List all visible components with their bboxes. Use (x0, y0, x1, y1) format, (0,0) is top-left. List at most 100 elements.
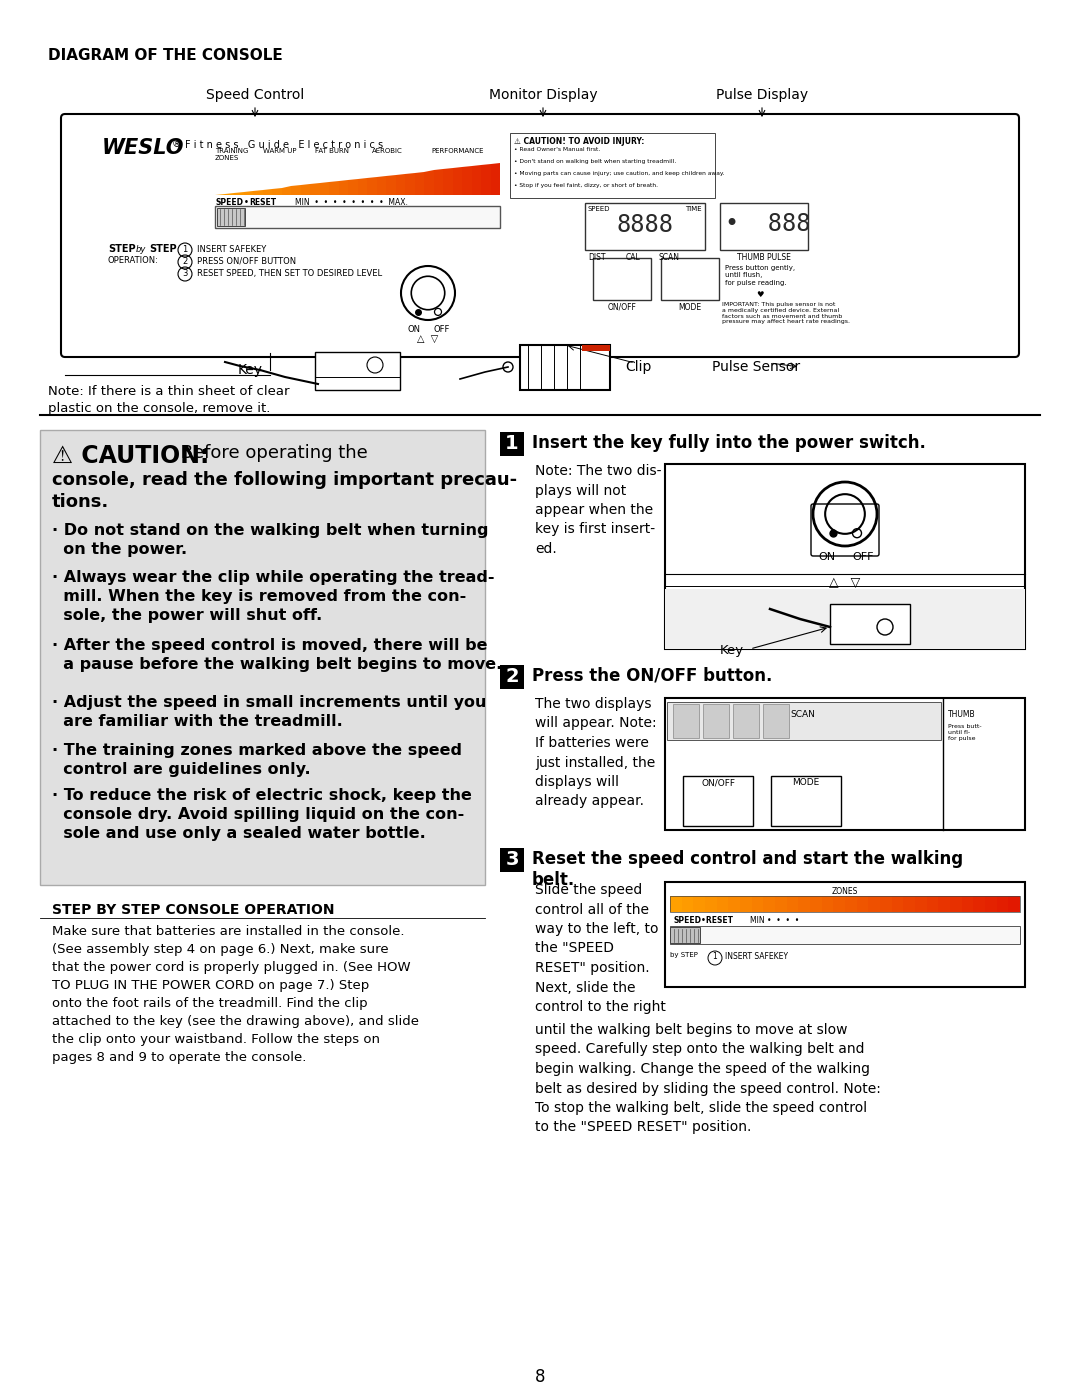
Polygon shape (320, 182, 329, 196)
Text: console, read the following important precau-: console, read the following important pr… (52, 471, 517, 489)
Bar (500, 665, 524, 689)
Text: •  888: • 888 (725, 212, 810, 236)
Polygon shape (348, 179, 357, 196)
Text: MIN •  •  •  •: MIN • • • • (750, 916, 799, 925)
Text: • Moving parts can cause injury; use caution, and keep children away.: • Moving parts can cause injury; use cau… (514, 170, 725, 176)
Polygon shape (329, 182, 338, 196)
Text: CAL: CAL (737, 710, 754, 719)
Text: MODE: MODE (678, 303, 702, 312)
Polygon shape (310, 183, 320, 196)
Bar (834, 895, 845, 912)
Bar (950, 895, 961, 912)
FancyBboxPatch shape (60, 115, 1020, 358)
Bar (215, 205, 500, 228)
Bar (997, 895, 1009, 912)
Bar (670, 895, 1020, 912)
Text: PRESS ON/OFF BUTTON: PRESS ON/OFF BUTTON (197, 257, 296, 265)
Bar (764, 895, 775, 912)
Text: ON: ON (819, 552, 836, 562)
Text: WESLO: WESLO (102, 138, 185, 158)
Text: STEP BY STEP CONSOLE OPERATION: STEP BY STEP CONSOLE OPERATION (52, 902, 335, 916)
Text: Reset the speed control and start the walking
belt.: Reset the speed control and start the wa… (532, 849, 963, 888)
Polygon shape (481, 163, 490, 196)
Polygon shape (377, 176, 386, 196)
Text: ⚠ CAUTION! TO AVOID INJURY:: ⚠ CAUTION! TO AVOID INJURY: (514, 137, 645, 147)
Bar (903, 895, 915, 912)
Bar (985, 895, 997, 912)
Text: The two displays
will appear. Note:
If batteries were
just installed, the
displa: The two displays will appear. Note: If b… (535, 697, 657, 809)
Text: INSERT SAFEKEY: INSERT SAFEKEY (725, 951, 788, 961)
Bar (961, 895, 973, 912)
Text: SPEED: SPEED (215, 198, 243, 207)
Bar (519, 345, 610, 390)
Text: Note: If there is a thin sheet of clear
plastic on the console, remove it.: Note: If there is a thin sheet of clear … (48, 386, 289, 415)
Text: tions.: tions. (52, 493, 109, 511)
Text: SPEED•RESET: SPEED•RESET (673, 916, 733, 925)
Text: · The training zones marked above the speed
  control are guidelines only.: · The training zones marked above the sp… (52, 743, 462, 777)
Bar (683, 775, 753, 826)
Text: DIST: DIST (677, 710, 698, 719)
Text: DIST: DIST (589, 253, 606, 263)
Text: Press button gently,
until flush,
for pulse reading.: Press button gently, until flush, for pu… (725, 265, 795, 286)
Text: 1: 1 (183, 244, 188, 254)
Bar (510, 133, 715, 198)
Text: FAT BURN: FAT BURN (314, 148, 349, 154)
Bar (703, 704, 729, 738)
Text: THUMB PULSE: THUMB PULSE (737, 253, 791, 263)
Bar (705, 895, 717, 912)
Bar (665, 882, 1025, 988)
Text: 8888: 8888 (617, 212, 674, 237)
Text: SPEED: SPEED (588, 205, 610, 212)
Text: 1: 1 (505, 434, 518, 453)
Text: · Always wear the clip while operating the tread-
  mill. When the key is remove: · Always wear the clip while operating t… (52, 570, 495, 623)
Text: SCAN: SCAN (659, 253, 679, 263)
Text: · Do not stand on the walking belt when turning
  on the power.: · Do not stand on the walking belt when … (52, 522, 488, 557)
Text: Insert the key fully into the power switch.: Insert the key fully into the power swit… (532, 434, 926, 453)
Text: OPERATION:: OPERATION: (108, 256, 159, 265)
Bar (665, 590, 1025, 650)
Text: F i t n e s s   G u i d e   E l e c t r o n i c s: F i t n e s s G u i d e E l e c t r o n … (185, 140, 383, 149)
Bar (868, 895, 880, 912)
Text: • Read Owner's Manual first.: • Read Owner's Manual first. (514, 147, 600, 152)
Bar (720, 203, 808, 250)
Polygon shape (490, 163, 500, 196)
Text: OFF: OFF (434, 326, 450, 334)
Polygon shape (415, 172, 424, 196)
Text: RESET SPEED, THEN SET TO DESIRED LEVEL: RESET SPEED, THEN SET TO DESIRED LEVEL (197, 270, 382, 278)
Polygon shape (338, 180, 348, 196)
Text: Speed Control: Speed Control (206, 88, 305, 102)
Bar (786, 895, 798, 912)
Text: INSERT SAFEKEY: INSERT SAFEKEY (197, 244, 267, 254)
Text: 2: 2 (505, 666, 518, 686)
Text: Note: The two dis-
plays will not
appear when the
key is first insert-
ed.: Note: The two dis- plays will not appear… (535, 464, 661, 556)
Bar (752, 895, 764, 912)
Bar (927, 895, 939, 912)
Text: TIME: TIME (686, 205, 702, 212)
Text: ZONES: ZONES (832, 887, 859, 895)
Bar (500, 848, 524, 872)
Polygon shape (291, 186, 300, 196)
Text: 3: 3 (183, 270, 188, 278)
Bar (665, 464, 1025, 650)
Bar (762, 704, 789, 738)
Text: △  ▽: △ ▽ (417, 334, 438, 344)
Bar (728, 895, 740, 912)
Text: WARM UP: WARM UP (264, 148, 297, 154)
Bar (500, 432, 524, 455)
Text: PERFORMANCE: PERFORMANCE (432, 148, 484, 154)
Bar (673, 704, 699, 738)
Bar (670, 895, 681, 912)
Bar (856, 895, 868, 912)
Bar (593, 258, 651, 300)
Polygon shape (282, 186, 291, 196)
Text: ON/OFF: ON/OFF (608, 303, 636, 312)
Polygon shape (443, 168, 453, 196)
Bar (775, 895, 786, 912)
Bar (217, 208, 245, 226)
Polygon shape (262, 189, 272, 196)
Bar (670, 926, 1020, 944)
Text: Pulse Display: Pulse Display (716, 88, 808, 102)
Text: THUMB: THUMB (948, 710, 975, 719)
Bar (1009, 895, 1020, 912)
Polygon shape (357, 177, 367, 196)
